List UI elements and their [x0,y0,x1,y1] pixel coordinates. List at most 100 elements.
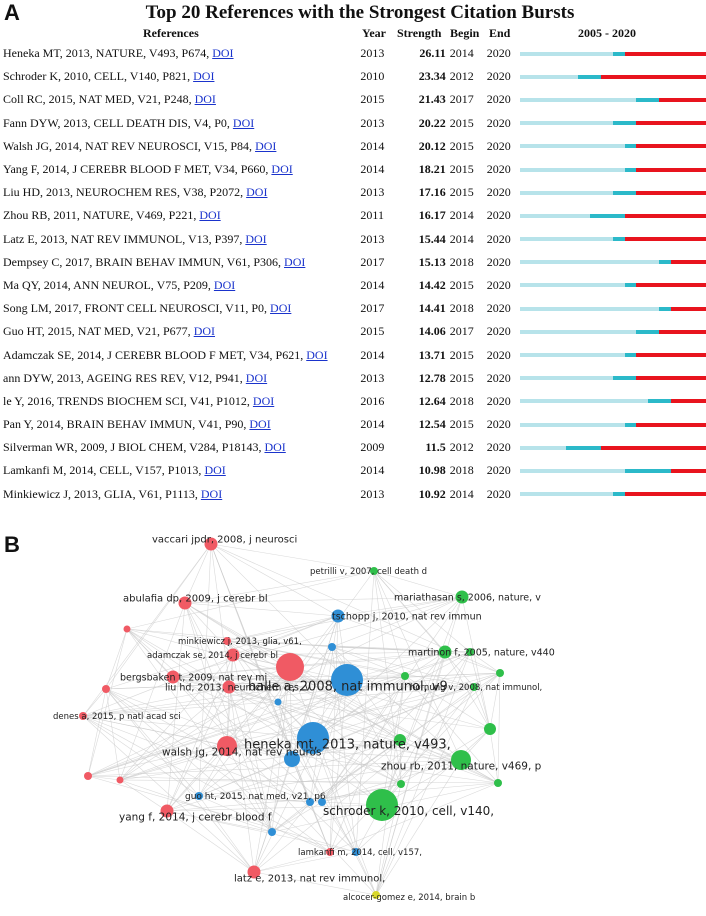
timeline-pre-publication [519,329,637,334]
doi-link[interactable]: DOI [249,417,271,432]
timeline-bar [519,260,706,265]
network-edge [373,570,462,761]
timeline-pre-publication [519,376,613,381]
timeline-pre-publication [519,260,660,265]
network-edge [87,628,128,777]
network-edge [321,783,402,803]
timeline-published [624,167,637,172]
begin-cell: 2015 [449,370,474,385]
reference-text: Pan Y, 2014, BRAIN BEHAV IMMUN, V41, P90… [3,417,250,432]
network-edge [373,570,406,677]
end-cell: 2020 [486,370,511,385]
network-node [160,804,174,818]
network-node [372,891,380,899]
network-edge [87,775,402,785]
network-edge [277,701,491,730]
doi-link[interactable]: DOI [193,324,216,339]
timeline-cell [519,390,706,413]
doi-link[interactable]: DOI [193,69,215,84]
network-node-label: latz e, 2013, nat rev immunol, [234,874,385,885]
doi-link[interactable]: DOI [264,440,286,455]
doi-link[interactable]: DOI [204,463,226,478]
timeline-published [624,353,637,358]
timeline-cell [519,367,706,390]
burst-row: Heneka MT, 2013, NATURE, V493, P674, DOI… [0,42,706,65]
network-edge [461,596,491,730]
network-node-unlabeled [328,643,336,651]
doi-link[interactable]: DOI [245,370,268,385]
doi-link[interactable]: DOI [232,115,255,130]
doi-link[interactable]: DOI [252,393,275,408]
network-node [370,567,378,575]
doi-link[interactable]: DOI [212,46,234,61]
reference-cell: ann DYW, 2013, AGEING RES REV, V12, P941… [0,367,360,390]
network-edge [373,570,475,688]
network-edge [82,715,314,739]
doi-link[interactable]: DOI [284,254,306,269]
timeline-pre-publication [519,167,625,172]
network-edge [375,686,475,896]
network-edge [226,666,291,747]
network-edge [105,543,212,690]
year-cell: 2013 [360,115,385,130]
doi-link[interactable]: DOI [194,92,216,107]
network-edge [232,615,339,656]
network-edge [172,596,463,678]
network-edge [329,675,406,853]
timeline-bar [519,237,706,242]
timeline-published [612,492,625,497]
network-edge [399,739,499,784]
doi-link[interactable]: DOI [270,301,292,316]
end-cell: 2020 [486,254,511,269]
burst-row: Latz E, 2013, NAT REV IMMUNOL, V13, P397… [0,228,706,251]
network-edge [184,570,375,604]
doi-link[interactable]: DOI [246,185,268,200]
timeline-burst [636,422,706,427]
timeline-burst [636,121,706,126]
network-edge [184,602,291,668]
network-edge [226,640,471,653]
network-edge [346,651,446,681]
network-node-unlabeled [496,669,504,677]
network-edge [277,701,323,803]
reference-text: Song LM, 2017, FRONT CELL NEUROSCI, V11,… [3,301,271,316]
begin-cell: 2015 [449,185,474,200]
doi-link[interactable]: DOI [255,138,277,153]
doi-link[interactable]: DOI [200,486,223,501]
timeline-pre-publication [519,121,613,126]
network-edge [87,775,357,853]
network-edge [291,739,401,760]
network-edge [228,686,401,741]
doi-link[interactable]: DOI [271,162,293,177]
network-edge [119,779,273,833]
network-edge [126,570,375,630]
burst-row: Schroder K, 2010, CELL, V140, P821, DOI 2… [0,65,706,88]
doi-link[interactable]: DOI [245,231,267,246]
timeline-pre-publication [519,492,613,497]
doi-link[interactable]: DOI [213,277,236,292]
end-cell: 2020 [486,46,511,61]
doi-link[interactable]: DOI [199,208,221,223]
network-edge [166,810,255,873]
network-edge [210,543,339,617]
begin-cell: 2018 [449,393,474,408]
timeline-published [612,51,625,56]
timeline-published [624,283,637,288]
network-edge [329,672,501,853]
timeline-cell [519,42,706,65]
timeline-burst [636,167,706,172]
network-node-unlabeled [116,776,124,784]
network-edge [489,672,501,730]
timeline-burst [624,213,706,218]
strength-cell: 14.06 [418,324,446,339]
network-edge [226,640,462,761]
doi-link[interactable]: DOI [306,347,328,362]
timeline-cell [519,228,706,251]
network-node-label: yang f, 2014, j cerebr blood f [119,812,272,824]
network-edge [198,795,311,803]
begin-cell: 2014 [449,208,474,223]
timeline-cell [519,251,706,274]
timeline-pre-publication [519,237,613,242]
timeline-published [659,260,672,265]
network-node [217,736,237,756]
